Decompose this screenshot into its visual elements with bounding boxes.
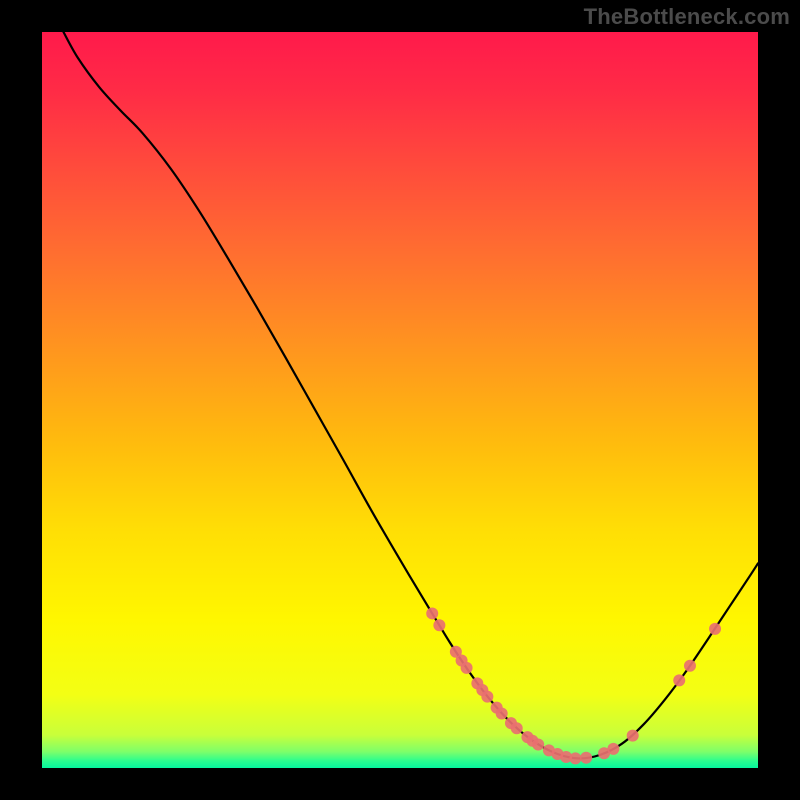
data-marker bbox=[433, 619, 445, 631]
data-marker bbox=[627, 730, 639, 742]
data-marker bbox=[709, 623, 721, 635]
data-marker bbox=[532, 738, 544, 750]
data-marker bbox=[426, 607, 438, 619]
data-marker bbox=[461, 662, 473, 674]
data-marker bbox=[569, 752, 581, 764]
data-marker bbox=[684, 660, 696, 672]
data-marker bbox=[673, 674, 685, 686]
data-marker bbox=[607, 743, 619, 755]
data-marker bbox=[481, 691, 493, 703]
data-marker bbox=[511, 722, 523, 734]
data-marker bbox=[496, 708, 508, 720]
chart-svg bbox=[0, 0, 800, 800]
data-marker bbox=[580, 752, 592, 764]
chart-root: TheBottleneck.com bbox=[0, 0, 800, 800]
